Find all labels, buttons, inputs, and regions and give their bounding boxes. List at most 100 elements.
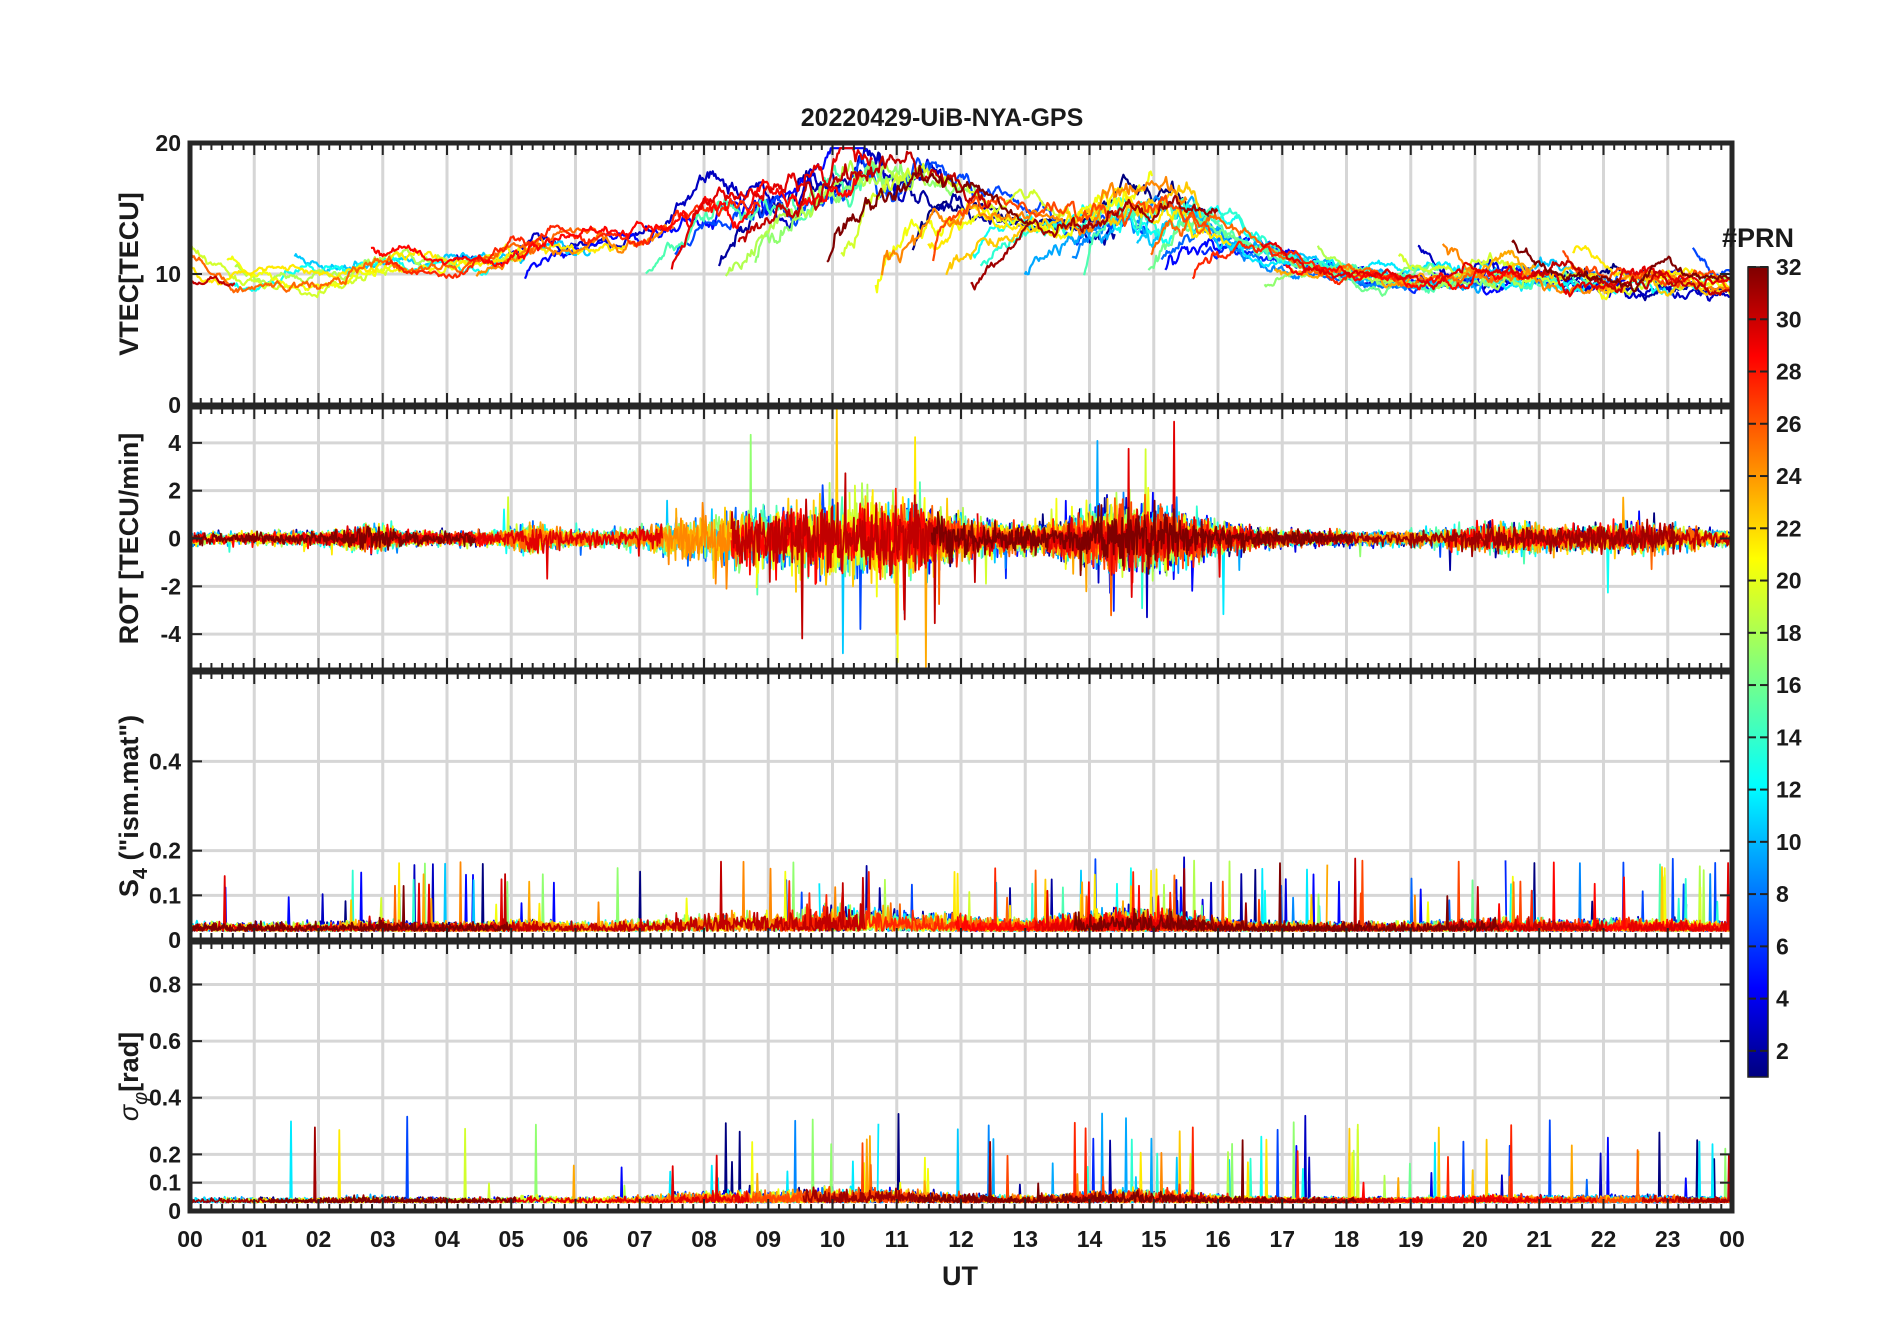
y-tick-label: 10 [155,261,181,287]
colorbar-tick-label: 26 [1776,411,1802,437]
colorbar-tick-label: 14 [1776,724,1802,750]
colorbar-tick-label: 10 [1776,829,1802,855]
series-line-prn-3 [447,147,946,269]
x-tick-label: 12 [948,1226,974,1252]
series-traces [190,407,1732,670]
colorbar-tick-label: 8 [1776,881,1789,907]
series-line-prn-30 [1532,260,1732,296]
panel-rot: -4 -2 0 2 4 ROT [TECU/min] [114,404,1735,673]
series-line-prn-32 [267,1194,517,1204]
colorbar-tick-label: 4 [1776,986,1789,1012]
x-tick-label: 14 [1077,1226,1103,1252]
series-line-prn-25 [190,227,604,294]
series-line-prn-32 [826,164,1032,263]
x-tick-label: 04 [434,1226,460,1252]
x-tick-label: 10 [820,1226,846,1252]
series-line-prn-29 [1627,862,1732,932]
panel-s4: 0 0.1 0.2 0.4S4 ("ism.mat") [114,669,1735,953]
series-line-prn-32 [190,885,511,932]
x-tick-label: 09 [755,1226,781,1252]
series-line-prn-30 [737,150,992,243]
series-line-prn-29 [478,1154,750,1204]
y-tick-label: 2 [168,478,181,504]
series-line-prn-29 [670,147,874,270]
x-tick-label: 20 [1462,1226,1488,1252]
y-axis-label: ROT [TECU/min] [114,433,144,644]
y-tick-label: 0.4 [149,748,181,774]
series-line-prn-28 [370,170,863,268]
series-line-prn-18 [724,160,927,277]
x-tick-label: 01 [241,1226,267,1252]
series-line-prn-17 [1263,265,1506,290]
series-line-prn-32 [917,1139,1358,1204]
x-tick-label: 16 [1205,1226,1231,1252]
series-line-prn-30 [379,860,866,932]
y-axis-label: S4 ("ism.mat") [114,715,152,897]
y-tick-label: 0.1 [149,1170,181,1196]
series-line-prn-31 [970,194,1219,291]
y-tick-label: 0 [168,392,181,418]
y-tick-label: 0 [168,927,181,953]
x-tick-label: 23 [1655,1226,1681,1252]
series-traces [190,147,1732,302]
colorbar-tick-label: 20 [1776,568,1802,594]
series-line-prn-21 [190,240,627,286]
x-tick-label: 06 [563,1226,589,1252]
y-axis-label: VTEC[TECU] [114,192,144,356]
x-tick-label: 15 [1141,1226,1167,1252]
y-tick-label: 0.6 [149,1028,181,1054]
series-line-prn-31 [1677,1195,1732,1204]
y-tick-label: -4 [161,621,182,647]
series-line-prn-31 [1252,518,1679,558]
x-tick-label: 21 [1526,1226,1552,1252]
y-tick-label: -2 [161,573,181,599]
x-tick-label: 22 [1591,1226,1617,1252]
colorbar-tick-label: 22 [1776,515,1802,541]
series-traces [190,856,1732,932]
x-axis-label: UT [942,1261,978,1291]
x-axis-ticks: 00 01 02 03 04 05 06 07 08 09 10 11 12 13 14 15 16 17 18 19… [177,1226,1745,1252]
y-axis-label: σφ[rad] [114,1032,152,1121]
series-line-prn-26 [932,194,1212,262]
series-line-prn-29 [1260,241,1732,298]
x-tick-label: 13 [1012,1226,1038,1252]
colorbar-tick-label: 28 [1776,359,1802,385]
x-tick-label: 19 [1398,1226,1424,1252]
series-line-prn-32 [1511,239,1732,293]
y-tick-label: 0.2 [149,1141,181,1167]
x-tick-label: 17 [1269,1226,1295,1252]
panel-vtec: 0 10 20 VTEC[TECU] [114,130,1735,418]
x-tick-label: 08 [691,1226,717,1252]
chart-title: 20220429-UiB-NYA-GPS [801,104,1084,132]
x-tick-label: 00 [1719,1226,1745,1252]
colorbar-tick-label: 30 [1776,306,1802,332]
series-line-prn-18 [1316,245,1538,291]
x-tick-label: 00 [177,1226,203,1252]
colorbar-tick-label: 2 [1776,1038,1789,1064]
x-tick-label: 18 [1334,1226,1360,1252]
colorbar-tick-label: 32 [1776,254,1802,280]
series-line-prn-24 [880,175,1188,276]
panel-sigma-phi: 00.1 0.2 0.4 0.6 0.8 σφ[rad] [114,939,1735,1224]
colorbar-tick-label: 24 [1776,463,1802,489]
y-tick-label: 0 [168,1198,181,1224]
y-tick-label: 4 [168,430,181,456]
x-tick-label: 03 [370,1226,396,1252]
x-tick-label: 05 [498,1226,524,1252]
series-traces [190,1112,1732,1204]
y-tick-label: 0.8 [149,971,181,997]
colorbar-tick-label: 12 [1776,777,1802,803]
colorbar-tick-label: 6 [1776,933,1789,959]
x-tick-label: 11 [885,1226,910,1252]
series-line-prn-32 [1073,862,1500,932]
y-tick-label: 20 [155,130,181,156]
y-tick-label: 0.2 [149,838,181,864]
x-tick-label: 07 [627,1226,653,1252]
series-line-prn-32 [930,499,1353,577]
colorbar-tick-label: 16 [1776,672,1802,698]
colorbar-label: #PRN [1722,223,1794,253]
y-tick-label: 0 [168,526,181,552]
series-line-prn-32 [190,525,477,551]
